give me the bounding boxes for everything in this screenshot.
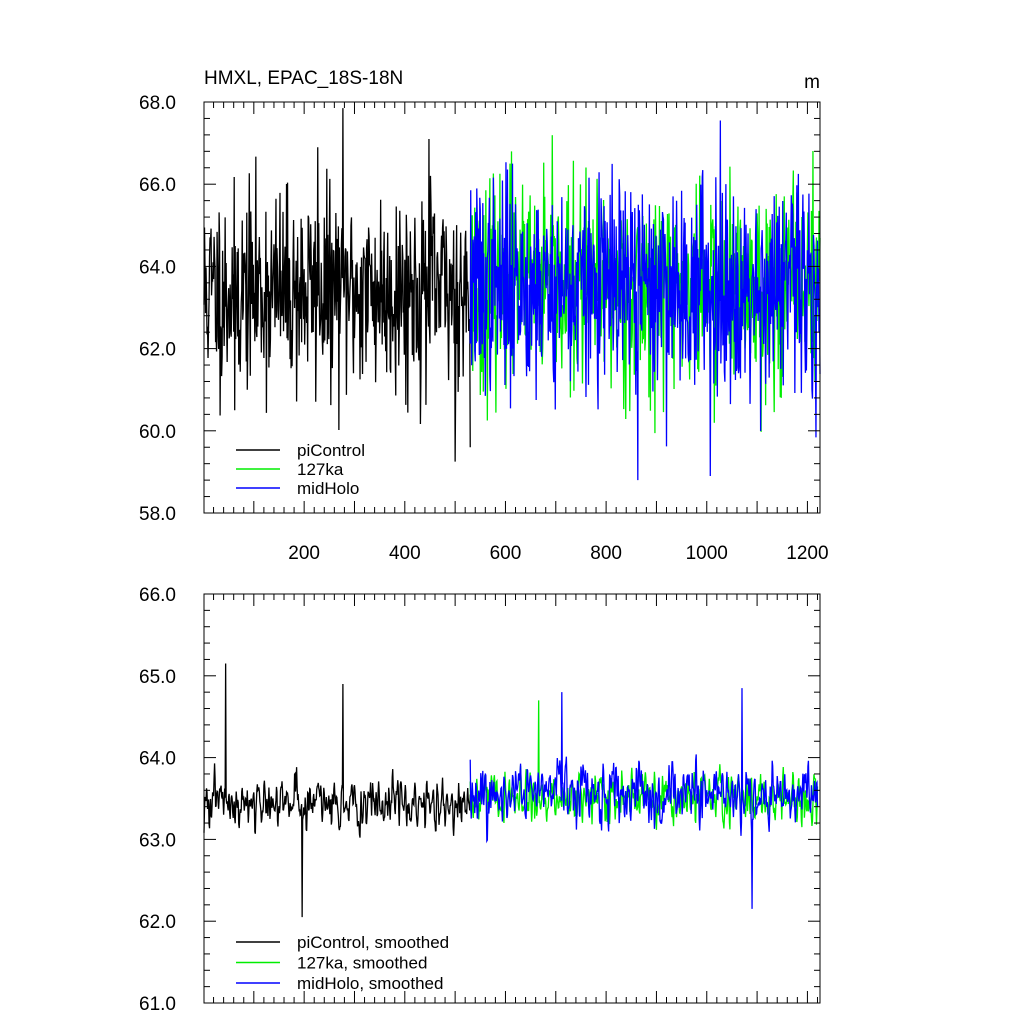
- legend-label: piControl, smoothed: [297, 933, 449, 952]
- units-label: m: [804, 72, 820, 93]
- y-tick-label: 63.0: [139, 830, 176, 851]
- y-tick-label: 68.0: [139, 93, 176, 114]
- plot-title: HMXL, EPAC_18S-18N: [204, 68, 403, 89]
- series-line-127ka-smoothed: [469, 700, 819, 830]
- series-line-picontrol: [203, 108, 471, 462]
- y-tick-label: 65.0: [139, 667, 176, 688]
- series-line-midholo-smoothed: [469, 688, 819, 909]
- y-tick-label: 64.0: [139, 749, 176, 770]
- legend-label: midHolo, smoothed: [297, 974, 443, 993]
- y-tick-label: 62.0: [139, 912, 176, 933]
- x-tick-label: 1000: [686, 543, 728, 564]
- legend-label: 127ka: [297, 460, 344, 479]
- x-tick-label: 200: [288, 543, 320, 564]
- series-line-127ka: [469, 135, 821, 434]
- y-tick-label: 62.0: [139, 340, 176, 361]
- x-tick-label: 400: [389, 543, 421, 564]
- legend-label: 127ka, smoothed: [297, 954, 427, 973]
- series-line-picontrol-smoothed: [203, 663, 471, 918]
- top-panel: 58.0 60.0 62.0 64.0 66.0 68.0 200 400 600 800 1000…: [139, 93, 829, 564]
- y-tick-label: 64.0: [139, 257, 176, 278]
- y-tick-label: 60.0: [139, 422, 176, 443]
- y-tick-label: 58.0: [139, 504, 176, 525]
- plot-frame: [203, 101, 821, 514]
- x-tick-label: 600: [490, 543, 522, 564]
- y-tick-label: 66.0: [139, 585, 176, 606]
- y-tick-label: 61.0: [139, 994, 176, 1015]
- x-tick-label: 1200: [786, 543, 828, 564]
- x-tick-label: 800: [590, 543, 622, 564]
- y-tick-label: 66.0: [139, 175, 176, 196]
- plot-frame: [203, 593, 821, 1004]
- bottom-panel: 61.0 62.0 63.0 64.0 65.0 66.0 piControl, smoot…: [139, 585, 821, 1015]
- legend-label: piControl: [297, 441, 365, 460]
- series-line-midholo: [469, 120, 821, 481]
- legend-label: midHolo: [297, 479, 359, 498]
